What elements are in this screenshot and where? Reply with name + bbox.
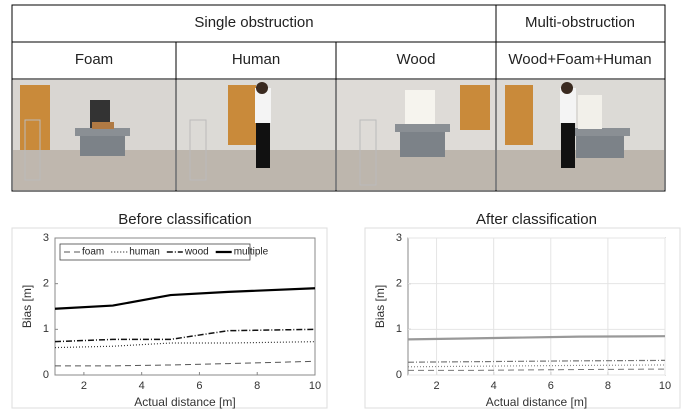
x-tick-label: 4 bbox=[139, 380, 145, 392]
x-tick-label: 4 bbox=[491, 380, 497, 392]
y-tick-label: 1 bbox=[43, 323, 49, 335]
x-tick-label: 8 bbox=[605, 380, 611, 392]
y-tick-label: 3 bbox=[43, 232, 49, 244]
photo bbox=[13, 80, 175, 190]
legend-label: foam bbox=[82, 247, 104, 258]
column-label: Foam bbox=[75, 51, 113, 68]
legend-label: multiple bbox=[234, 247, 269, 258]
chart-title: Before classification bbox=[118, 211, 251, 228]
x-tick-label: 2 bbox=[81, 380, 87, 392]
x-tick-label: 10 bbox=[309, 380, 321, 392]
legend: foam human wood multiple bbox=[60, 244, 269, 260]
x-axis-label: Actual distance [m] bbox=[486, 395, 587, 409]
x-tick-label: 6 bbox=[548, 380, 554, 392]
photo bbox=[337, 80, 495, 190]
legend-label: human bbox=[129, 247, 160, 258]
chart-title: After classification bbox=[476, 211, 597, 228]
x-tick-label: 10 bbox=[659, 380, 671, 392]
column-label: Human bbox=[232, 51, 280, 68]
header-cell: Single obstruction bbox=[194, 14, 313, 31]
figure: Single obstruction Multi-obstruction Foa… bbox=[0, 0, 693, 413]
y-axis-label: Bias [m] bbox=[20, 285, 34, 328]
column-label: Wood bbox=[397, 51, 436, 68]
column-label: Wood+Foam+Human bbox=[508, 51, 651, 68]
header-cell: Multi-obstruction bbox=[525, 14, 635, 31]
x-tick-label: 6 bbox=[196, 380, 202, 392]
photo bbox=[177, 80, 335, 190]
x-tick-label: 8 bbox=[254, 380, 260, 392]
y-axis-label: Bias [m] bbox=[373, 285, 387, 328]
y-tick-label: 2 bbox=[43, 278, 49, 290]
y-tick-label: 3 bbox=[396, 232, 402, 244]
y-tick-label: 2 bbox=[396, 278, 402, 290]
y-tick-label: 0 bbox=[396, 369, 402, 381]
photo bbox=[497, 80, 664, 190]
y-tick-label: 1 bbox=[396, 323, 402, 335]
y-tick-label: 0 bbox=[43, 369, 49, 381]
x-axis-label: Actual distance [m] bbox=[134, 395, 235, 409]
x-tick-label: 2 bbox=[433, 380, 439, 392]
legend-label: wood bbox=[184, 247, 209, 258]
plot-area bbox=[408, 238, 665, 375]
